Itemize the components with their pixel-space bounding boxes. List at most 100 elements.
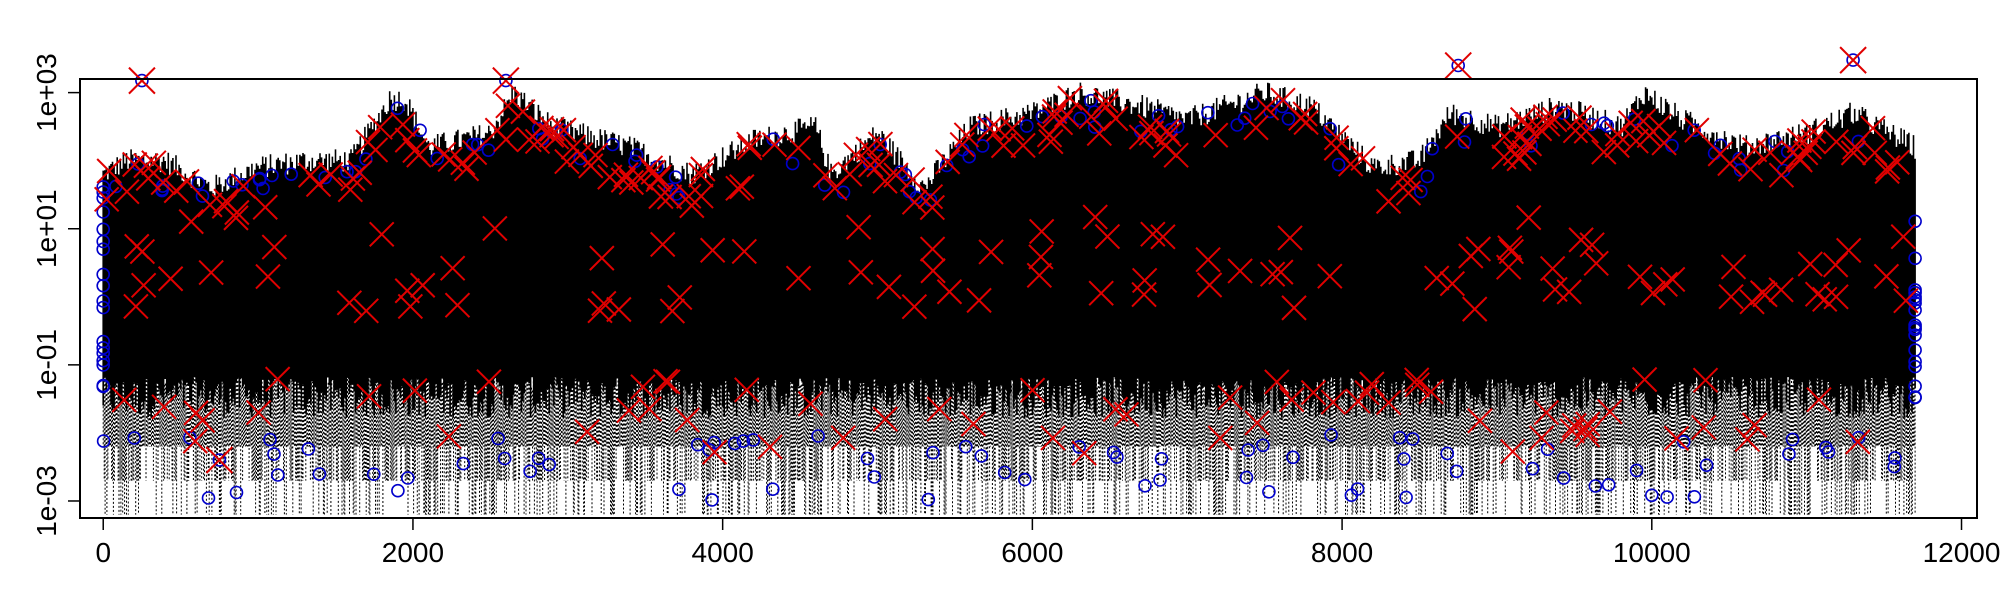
cross-marker bbox=[919, 194, 946, 221]
cross-marker bbox=[205, 446, 234, 474]
circle-marker bbox=[1241, 443, 1255, 457]
cross-marker bbox=[1140, 221, 1166, 247]
cross-marker bbox=[476, 368, 502, 395]
cross-marker bbox=[211, 193, 238, 219]
cross-marker bbox=[543, 124, 570, 150]
circle-marker bbox=[1110, 450, 1124, 464]
circle-marker bbox=[1676, 434, 1691, 449]
x-tick-label: 8000 bbox=[1311, 537, 1373, 568]
circle-marker bbox=[1153, 473, 1167, 487]
cross-marker bbox=[1591, 139, 1617, 165]
cross-marker bbox=[444, 292, 471, 318]
cross-marker bbox=[843, 142, 869, 168]
circle-marker bbox=[1908, 359, 1922, 374]
cross-marker bbox=[1514, 113, 1540, 140]
cross-marker bbox=[1692, 367, 1719, 393]
cross-marker bbox=[1823, 129, 1850, 155]
cross-marker bbox=[867, 131, 894, 157]
circle-marker bbox=[1451, 58, 1465, 73]
circle-marker bbox=[1846, 53, 1860, 67]
cross-marker bbox=[1128, 124, 1155, 150]
cross-marker bbox=[926, 396, 953, 422]
cross-marker bbox=[1500, 438, 1526, 465]
cross-marker bbox=[1630, 108, 1657, 134]
cross-marker bbox=[538, 122, 565, 148]
circle-marker bbox=[1600, 118, 1615, 133]
circle-marker bbox=[1072, 440, 1086, 454]
cross-marker bbox=[1293, 109, 1319, 136]
circle-marker bbox=[430, 151, 445, 166]
circle-marker bbox=[201, 491, 216, 505]
cross-marker bbox=[953, 122, 980, 148]
cross-marker bbox=[934, 149, 961, 175]
cross-marker bbox=[1088, 280, 1114, 306]
cross-marker bbox=[183, 400, 209, 426]
cross-marker bbox=[1659, 266, 1686, 293]
circle-marker bbox=[1262, 484, 1276, 499]
cross-marker bbox=[1082, 204, 1108, 230]
circle-marker bbox=[668, 170, 683, 184]
cross-marker bbox=[1804, 281, 1831, 307]
circle-marker bbox=[1230, 118, 1244, 132]
cross-marker bbox=[1691, 414, 1717, 441]
cross-marker bbox=[151, 394, 177, 420]
circle-marker bbox=[765, 482, 780, 497]
cross-marker bbox=[966, 287, 992, 314]
cross-marker bbox=[492, 66, 520, 95]
cross-marker bbox=[367, 114, 393, 140]
cross-marker bbox=[936, 279, 963, 305]
circle-marker bbox=[705, 493, 719, 507]
cross-marker bbox=[1028, 218, 1055, 245]
cross-marker bbox=[337, 177, 364, 203]
cross-marker bbox=[264, 366, 291, 392]
cross-marker bbox=[699, 237, 726, 263]
cross-marker bbox=[1086, 120, 1112, 147]
circle-marker bbox=[1018, 472, 1032, 487]
cross-marker bbox=[1253, 95, 1280, 121]
cross-marker bbox=[999, 115, 1025, 142]
cross-marker bbox=[616, 397, 642, 424]
cross-marker bbox=[1839, 46, 1867, 74]
cross-marker bbox=[255, 263, 281, 290]
circle-marker bbox=[1020, 119, 1034, 133]
circle-marker bbox=[1887, 459, 1902, 474]
cross-marker bbox=[920, 258, 946, 284]
circle-marker bbox=[96, 353, 110, 368]
circle-marker bbox=[867, 470, 882, 484]
circle-marker bbox=[977, 117, 992, 132]
cross-marker bbox=[899, 166, 926, 193]
cross-marker bbox=[123, 293, 149, 320]
circle-marker bbox=[1588, 479, 1603, 493]
cross-marker bbox=[1812, 286, 1838, 313]
cross-marker bbox=[949, 131, 975, 158]
cross-marker bbox=[1404, 372, 1430, 398]
cross-marker bbox=[317, 161, 344, 188]
circle-marker bbox=[1713, 138, 1728, 153]
cross-marker bbox=[1893, 287, 1919, 314]
cross-markers bbox=[93, 46, 1919, 474]
cross-marker bbox=[985, 116, 1012, 142]
cross-marker bbox=[1458, 243, 1484, 269]
circle-marker bbox=[1256, 438, 1270, 453]
circle-marker bbox=[235, 178, 249, 192]
circle-marker bbox=[1888, 451, 1902, 465]
cross-marker bbox=[1057, 85, 1083, 111]
circle-marker bbox=[1908, 354, 1922, 369]
circle-marker bbox=[926, 445, 940, 460]
cross-marker bbox=[1019, 377, 1046, 403]
cross-marker bbox=[252, 194, 278, 220]
cross-marker bbox=[1835, 237, 1862, 264]
cross-marker bbox=[1196, 272, 1223, 298]
circle-marker bbox=[301, 442, 316, 456]
cross-marker bbox=[674, 407, 700, 433]
cross-marker bbox=[453, 156, 480, 182]
circle-marker bbox=[1457, 135, 1472, 149]
cross-marker bbox=[1195, 247, 1221, 273]
circle-marker bbox=[96, 334, 110, 349]
cross-marker bbox=[701, 439, 728, 465]
circle-marker bbox=[974, 449, 989, 463]
cross-marker bbox=[1277, 225, 1303, 251]
cross-marker bbox=[1207, 425, 1233, 451]
circle-marker bbox=[96, 205, 110, 219]
cross-marker bbox=[1053, 102, 1080, 128]
